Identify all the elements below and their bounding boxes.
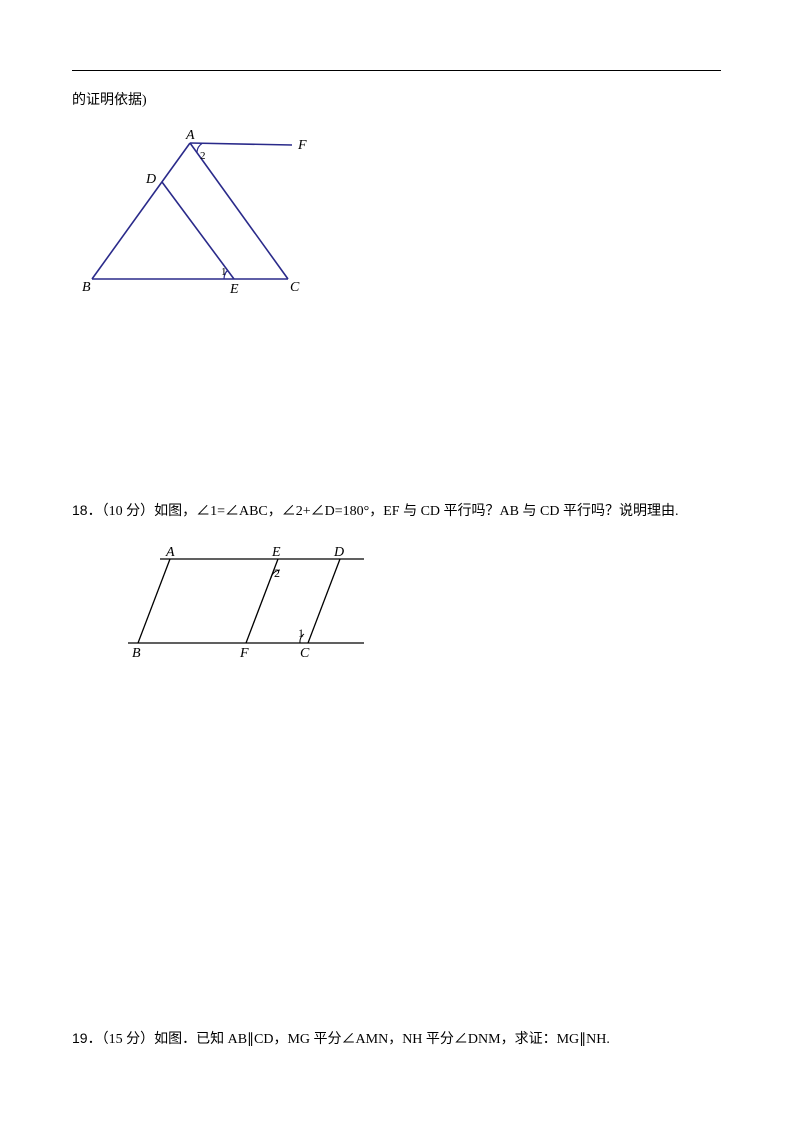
q18-body: 如图，∠1=∠ABC，∠2+∠D=180°，EF 与 CD 平行吗？AB 与 C… [154,504,678,519]
svg-text:D: D [333,545,344,560]
svg-text:C: C [300,646,310,657]
svg-text:C: C [290,280,300,295]
q19-points: （15 分） [102,1032,155,1047]
diagram-triangle: A B C D E F 1 2 [82,129,721,299]
svg-text:1: 1 [221,266,227,278]
svg-text:F: F [239,646,249,657]
q18-number: 18 [72,502,88,518]
q19-number: 19 [72,1030,88,1046]
q19-body: 如图．已知 AB∥CD，MG 平分∠AMN，NH 平分∠DNM，求证：MG∥NH… [154,1032,610,1047]
fragment-text: 的证明依据) [72,89,721,109]
problem-18: 18．（10 分）如图，∠1=∠ABC，∠2+∠D=180°，EF 与 CD 平… [72,499,721,523]
svg-text:F: F [297,138,307,153]
svg-text:B: B [82,280,91,295]
svg-text:1: 1 [298,626,304,640]
svg-text:A: A [185,129,195,143]
horizontal-rule [72,70,721,71]
q18-points: （10 分） [102,504,155,519]
svg-text:E: E [229,282,239,297]
svg-text:A: A [165,545,175,560]
svg-text:2: 2 [200,150,206,162]
problem-19: 19．（15 分）如图．已知 AB∥CD，MG 平分∠AMN，NH 平分∠DNM… [72,1027,721,1051]
svg-text:B: B [132,646,141,657]
diagram-parallelogram: A E D B F C 1 2 [128,545,721,657]
svg-text:D: D [145,172,156,187]
svg-text:E: E [271,545,281,560]
svg-text:2: 2 [274,566,280,580]
